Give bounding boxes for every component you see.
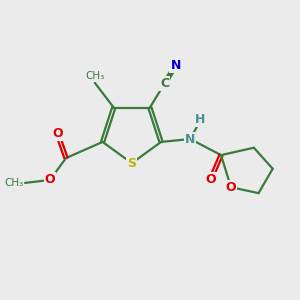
Text: O: O [45, 173, 55, 187]
Text: N: N [170, 59, 181, 72]
Text: C: C [160, 77, 169, 90]
Text: O: O [226, 181, 236, 194]
Text: O: O [206, 172, 216, 186]
Text: S: S [127, 157, 136, 170]
Text: N: N [185, 133, 196, 146]
Text: H: H [195, 113, 206, 127]
Text: CH₃: CH₃ [4, 178, 24, 188]
Text: CH₃: CH₃ [85, 71, 104, 81]
Text: O: O [52, 127, 63, 140]
